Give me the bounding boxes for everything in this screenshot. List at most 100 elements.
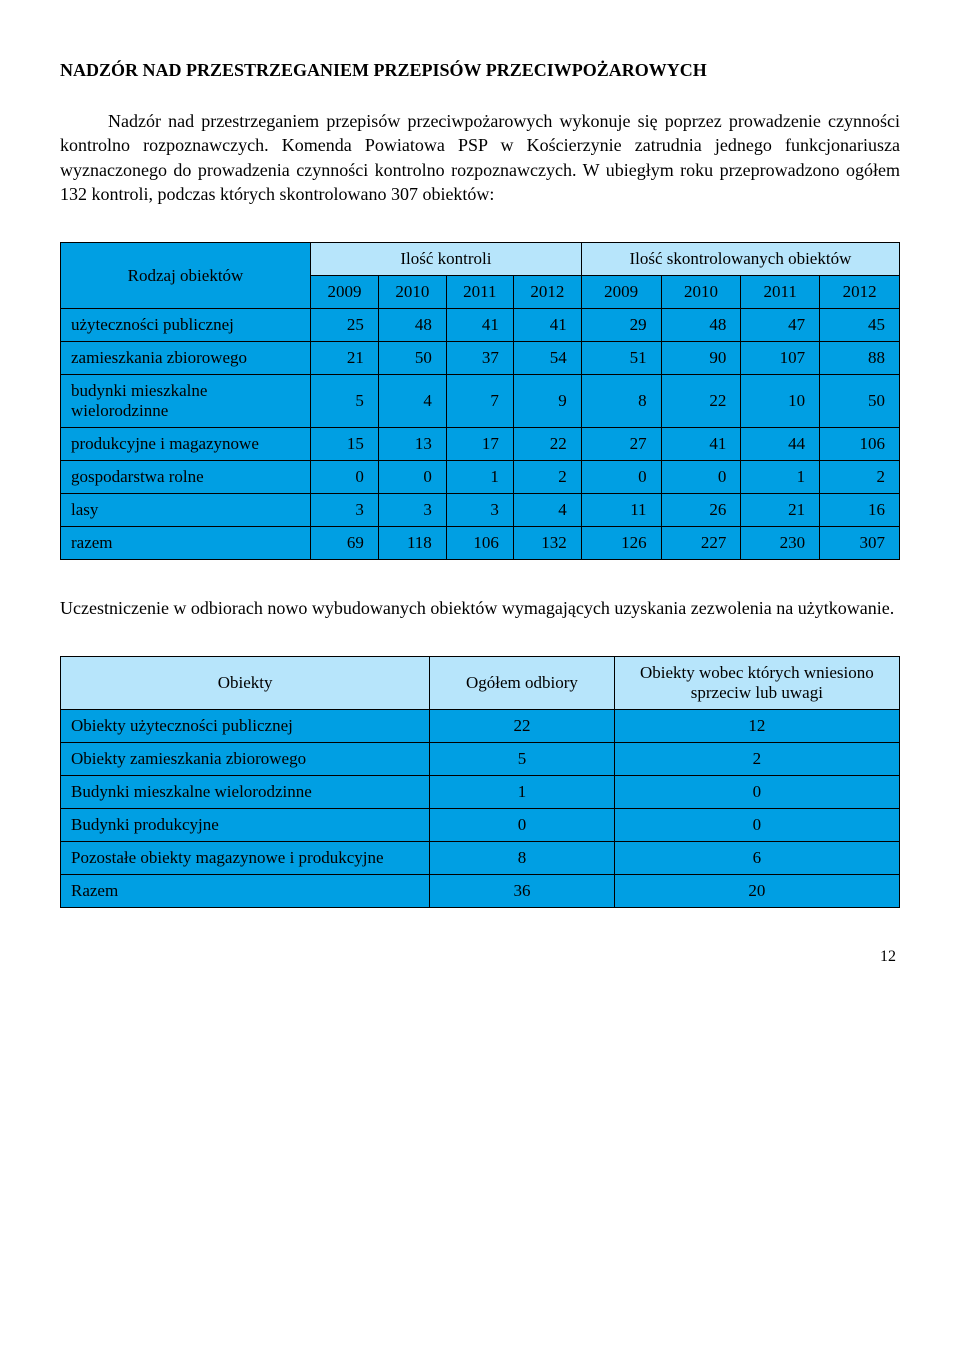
t1-cell: 88 bbox=[820, 342, 900, 375]
t2-row-label: Pozostałe obiekty magazynowe i produkcyj… bbox=[61, 842, 430, 875]
t2-cell: 2 bbox=[614, 743, 899, 776]
t2-cell: 22 bbox=[430, 710, 615, 743]
t1-cell: 41 bbox=[446, 309, 513, 342]
t1-header-rodzaj: Rodzaj obiektów bbox=[61, 243, 311, 309]
t1-cell: 25 bbox=[311, 309, 379, 342]
t2-row-label: Obiekty użyteczności publicznej bbox=[61, 710, 430, 743]
t1-cell: 307 bbox=[820, 527, 900, 560]
t1-cell: 15 bbox=[311, 428, 379, 461]
t1-cell: 7 bbox=[446, 375, 513, 428]
t1-cell: 16 bbox=[820, 494, 900, 527]
t1-cell: 4 bbox=[378, 375, 446, 428]
t1-cell: 3 bbox=[446, 494, 513, 527]
t1-cell: 37 bbox=[446, 342, 513, 375]
t1-row-label: produkcyjne i magazynowe bbox=[61, 428, 311, 461]
t1-cell: 17 bbox=[446, 428, 513, 461]
t1-cell: 26 bbox=[661, 494, 741, 527]
t2-cell: 20 bbox=[614, 875, 899, 908]
t1-cell: 227 bbox=[661, 527, 741, 560]
t1-cell: 10 bbox=[741, 375, 820, 428]
t1-year: 2011 bbox=[446, 276, 513, 309]
table-row: lasy 3 3 3 4 11 26 21 16 bbox=[61, 494, 900, 527]
t1-cell: 1 bbox=[446, 461, 513, 494]
t1-cell: 27 bbox=[581, 428, 661, 461]
t1-cell: 41 bbox=[513, 309, 581, 342]
t1-year: 2010 bbox=[378, 276, 446, 309]
t1-year: 2010 bbox=[661, 276, 741, 309]
t2-row-label: Razem bbox=[61, 875, 430, 908]
t1-year: 2012 bbox=[513, 276, 581, 309]
mid-paragraph: Uczestniczenie w odbiorach nowo wybudowa… bbox=[60, 596, 900, 620]
t2-cell: 0 bbox=[614, 809, 899, 842]
receipts-table: Obiekty Ogółem odbiory Obiekty wobec któ… bbox=[60, 656, 900, 908]
t1-row-label: gospodarstwa rolne bbox=[61, 461, 311, 494]
t1-cell: 107 bbox=[741, 342, 820, 375]
t1-cell: 45 bbox=[820, 309, 900, 342]
t1-cell: 106 bbox=[446, 527, 513, 560]
t1-cell: 21 bbox=[311, 342, 379, 375]
t2-row-label: Obiekty zamieszkania zbiorowego bbox=[61, 743, 430, 776]
page-title: NADZÓR NAD PRZESTRZEGANIEM PRZEPISÓW PRZ… bbox=[60, 60, 900, 81]
table-row: Budynki mieszkalne wielorodzinne 1 0 bbox=[61, 776, 900, 809]
t2-header-col1: Obiekty bbox=[61, 657, 430, 710]
t1-cell: 41 bbox=[661, 428, 741, 461]
t1-cell: 50 bbox=[820, 375, 900, 428]
t1-cell: 51 bbox=[581, 342, 661, 375]
t1-cell: 48 bbox=[378, 309, 446, 342]
t1-cell: 1 bbox=[741, 461, 820, 494]
t2-header-col2: Ogółem odbiory bbox=[430, 657, 615, 710]
t1-cell: 13 bbox=[378, 428, 446, 461]
t1-row-label: budynki mieszkalne wielorodzinne bbox=[61, 375, 311, 428]
t1-cell: 5 bbox=[311, 375, 379, 428]
table-row: Obiekty użyteczności publicznej 22 12 bbox=[61, 710, 900, 743]
t2-row-label: Budynki produkcyjne bbox=[61, 809, 430, 842]
t1-year: 2012 bbox=[820, 276, 900, 309]
t1-row-label: zamieszkania zbiorowego bbox=[61, 342, 311, 375]
t1-cell: 50 bbox=[378, 342, 446, 375]
t2-cell: 36 bbox=[430, 875, 615, 908]
t1-cell: 2 bbox=[513, 461, 581, 494]
t1-cell: 230 bbox=[741, 527, 820, 560]
t2-header-col3: Obiekty wobec których wniesiono sprzeciw… bbox=[614, 657, 899, 710]
table-row: gospodarstwa rolne 0 0 1 2 0 0 1 2 bbox=[61, 461, 900, 494]
table-row: Pozostałe obiekty magazynowe i produkcyj… bbox=[61, 842, 900, 875]
t1-cell: 3 bbox=[378, 494, 446, 527]
t1-cell: 0 bbox=[661, 461, 741, 494]
t1-cell: 2 bbox=[820, 461, 900, 494]
t1-cell: 11 bbox=[581, 494, 661, 527]
t1-cell: 106 bbox=[820, 428, 900, 461]
t1-cell: 22 bbox=[661, 375, 741, 428]
t1-cell: 9 bbox=[513, 375, 581, 428]
table-row: Razem 36 20 bbox=[61, 875, 900, 908]
t1-cell: 47 bbox=[741, 309, 820, 342]
t1-cell: 8 bbox=[581, 375, 661, 428]
t1-cell: 4 bbox=[513, 494, 581, 527]
t1-cell: 3 bbox=[311, 494, 379, 527]
t2-row-label: Budynki mieszkalne wielorodzinne bbox=[61, 776, 430, 809]
table-row: Obiekty zamieszkania zbiorowego 5 2 bbox=[61, 743, 900, 776]
t1-cell: 29 bbox=[581, 309, 661, 342]
t1-row-label: razem bbox=[61, 527, 311, 560]
table-row: budynki mieszkalne wielorodzinne 5 4 7 9… bbox=[61, 375, 900, 428]
t1-header-group2: Ilość skontrolowanych obiektów bbox=[581, 243, 899, 276]
t1-cell: 54 bbox=[513, 342, 581, 375]
table-row: produkcyjne i magazynowe 15 13 17 22 27 … bbox=[61, 428, 900, 461]
t1-cell: 0 bbox=[581, 461, 661, 494]
table-row: razem 69 118 106 132 126 227 230 307 bbox=[61, 527, 900, 560]
table-row: użyteczności publicznej 25 48 41 41 29 4… bbox=[61, 309, 900, 342]
controls-table: Rodzaj obiektów Ilość kontroli Ilość sko… bbox=[60, 242, 900, 560]
page-number: 12 bbox=[60, 948, 900, 966]
t2-cell: 6 bbox=[614, 842, 899, 875]
t1-row-label: użyteczności publicznej bbox=[61, 309, 311, 342]
t2-cell: 8 bbox=[430, 842, 615, 875]
t1-cell: 44 bbox=[741, 428, 820, 461]
t1-cell: 69 bbox=[311, 527, 379, 560]
t2-cell: 0 bbox=[430, 809, 615, 842]
t1-cell: 126 bbox=[581, 527, 661, 560]
intro-paragraph: Nadzór nad przestrzeganiem przepisów prz… bbox=[60, 109, 900, 206]
t2-cell: 12 bbox=[614, 710, 899, 743]
t1-cell: 0 bbox=[378, 461, 446, 494]
t1-cell: 21 bbox=[741, 494, 820, 527]
t1-year: 2009 bbox=[311, 276, 379, 309]
t2-cell: 1 bbox=[430, 776, 615, 809]
